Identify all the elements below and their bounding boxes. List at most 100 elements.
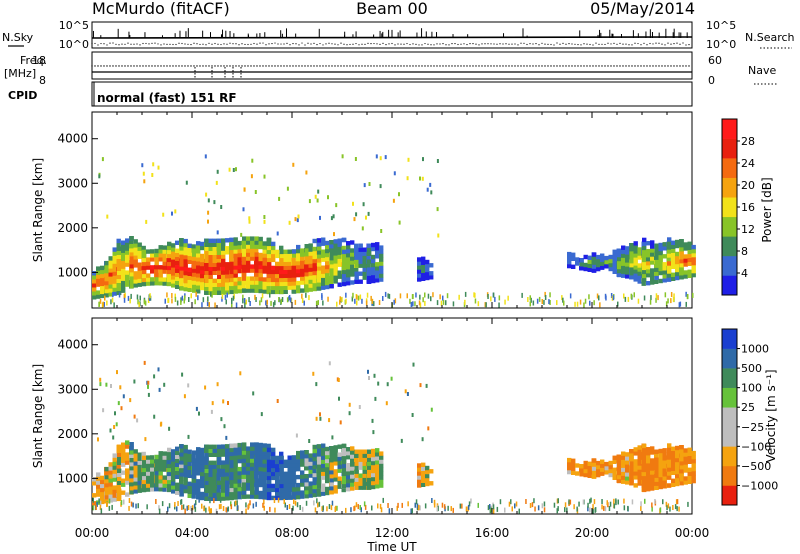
heatmap-cell xyxy=(629,477,634,482)
nsearch-dot xyxy=(253,42,255,45)
near-range-echo xyxy=(564,507,566,513)
heatmap-cell xyxy=(592,458,597,463)
near-range-echo xyxy=(108,498,111,504)
heatmap-cell xyxy=(146,257,151,262)
nsearch-dot xyxy=(91,42,93,44)
heatmap-cell xyxy=(350,466,355,471)
heatmap-cell xyxy=(667,467,672,472)
heatmap-cell xyxy=(304,474,309,479)
heatmap-cell xyxy=(121,442,126,447)
heatmap-cell xyxy=(596,468,601,474)
heatmap-cell xyxy=(679,477,684,482)
heatmap-cell xyxy=(217,468,222,473)
heatmap-cell xyxy=(354,279,359,284)
nave-dot xyxy=(610,65,612,67)
speckle-echo xyxy=(114,411,116,416)
heatmap-cell xyxy=(325,240,330,246)
heatmap-cell xyxy=(208,254,213,259)
heatmap-cell xyxy=(262,269,267,274)
heatmap-cell xyxy=(646,253,651,258)
nsearch-dot xyxy=(439,43,441,45)
heatmap-cell xyxy=(275,475,280,481)
nave-dot xyxy=(253,65,255,67)
speckle-echo xyxy=(386,382,389,387)
heatmap-cell xyxy=(650,482,655,487)
near-range-echo xyxy=(128,498,131,503)
near-range-echo xyxy=(174,502,176,507)
speckle-echo xyxy=(398,192,400,197)
heatmap-cell xyxy=(271,253,276,259)
heatmap-cell xyxy=(417,257,422,262)
near-range-echo xyxy=(672,505,674,510)
near-range-echo xyxy=(194,503,196,509)
nsearch-dot xyxy=(184,43,186,45)
heatmap-cell xyxy=(204,290,209,295)
heatmap-cell xyxy=(579,472,584,477)
heatmap-cell xyxy=(117,476,122,481)
speckle-echo xyxy=(240,232,243,237)
heatmap-cell xyxy=(691,478,696,484)
heatmap-cell xyxy=(233,455,238,460)
heatmap-cell xyxy=(196,483,201,488)
heatmap-cell xyxy=(292,289,297,294)
heatmap-cell xyxy=(167,253,172,259)
heatmap-cell xyxy=(167,455,172,461)
nsearch-dot xyxy=(397,43,399,45)
heatmap-cell xyxy=(133,469,138,474)
heatmap-cell xyxy=(212,278,217,283)
heatmap-cell xyxy=(117,468,122,473)
heatmap-cell xyxy=(417,265,422,270)
nave-dot xyxy=(187,65,189,67)
near-range-echo xyxy=(180,299,182,305)
near-range-echo xyxy=(583,302,585,308)
heatmap-cell xyxy=(100,281,105,287)
nsearch-dot xyxy=(229,42,231,44)
heatmap-cell xyxy=(183,250,188,256)
nave-dot xyxy=(193,65,195,67)
nave-dot xyxy=(667,65,669,67)
heatmap-cell xyxy=(375,266,380,271)
heatmap-cell xyxy=(175,280,180,285)
nsearch-dot xyxy=(664,44,666,46)
nsearch-dot xyxy=(568,43,570,45)
nsearch-dot xyxy=(175,43,177,46)
heatmap-cell xyxy=(375,464,380,469)
heatmap-cell xyxy=(250,268,255,273)
near-range-echo xyxy=(245,299,247,305)
heatmap-cell xyxy=(192,268,197,273)
heatmap-cell xyxy=(317,254,322,259)
near-range-echo xyxy=(205,507,207,513)
heatmap-cell xyxy=(204,242,209,247)
heatmap-cell xyxy=(100,293,105,299)
heatmap-cell xyxy=(187,279,192,284)
heatmap-cell xyxy=(237,264,242,270)
heatmap-cell xyxy=(683,270,688,275)
heatmap-cell xyxy=(375,484,380,489)
colorbar-tick-label: 24 xyxy=(741,157,755,170)
heatmap-cell xyxy=(317,456,322,461)
heatmap-cell xyxy=(217,278,222,283)
nsearch-dot xyxy=(196,43,198,45)
speckle-echo xyxy=(353,217,356,222)
heatmap-cell xyxy=(237,486,242,492)
heatmap-cell xyxy=(158,269,163,274)
heatmap-cell xyxy=(583,464,588,470)
heatmap-cell xyxy=(258,272,263,278)
heatmap-cell xyxy=(575,471,580,476)
heatmap-cell xyxy=(587,255,592,260)
heatmap-cell xyxy=(267,467,272,473)
heatmap-cell xyxy=(262,257,267,262)
heatmap-cell xyxy=(242,446,247,451)
nsearch-dot xyxy=(421,44,423,46)
heatmap-cell xyxy=(325,490,330,496)
heatmap-cell xyxy=(142,471,147,477)
heatmap-cell xyxy=(246,470,251,475)
heatmap-cell xyxy=(200,471,205,477)
heatmap-cell xyxy=(246,450,251,455)
near-range-echo xyxy=(124,292,126,298)
nsearch-dot xyxy=(574,43,576,45)
heatmap-cell xyxy=(371,274,376,280)
heatmap-cell xyxy=(187,247,192,252)
heatmap-cell xyxy=(121,458,126,463)
speckle-echo xyxy=(436,159,439,163)
